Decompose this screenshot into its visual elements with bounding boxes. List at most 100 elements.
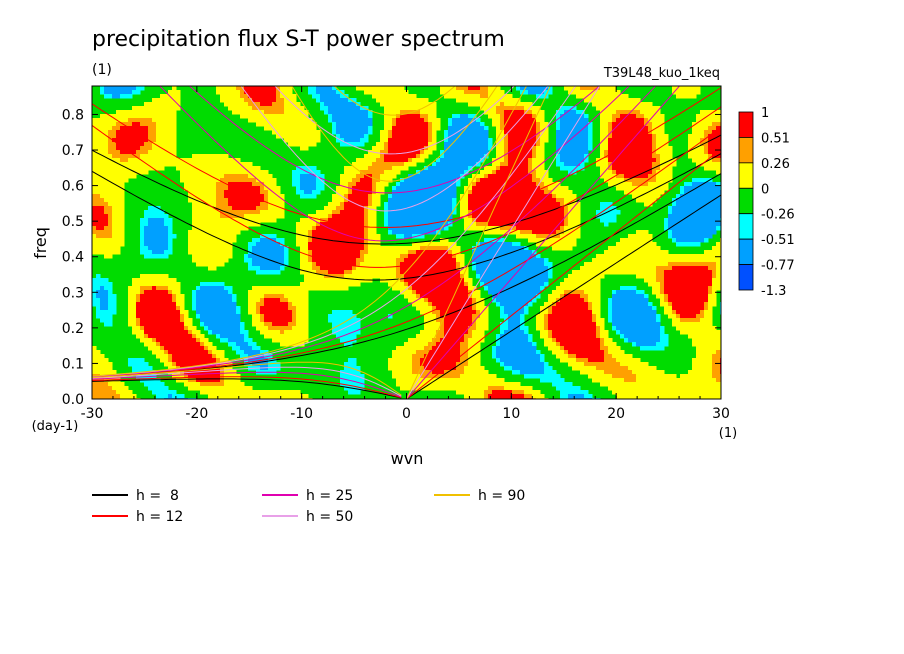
field-cell [484, 110, 497, 115]
field-cell [608, 162, 613, 167]
field-cell [192, 334, 197, 339]
field-cell [616, 326, 661, 331]
field-cell [472, 250, 533, 255]
field-cell [664, 274, 713, 279]
field-cell [556, 138, 589, 143]
field-cell [412, 302, 429, 307]
field-cell [240, 326, 245, 331]
field-cell [556, 118, 561, 123]
field-cell [284, 110, 309, 115]
field-cell [504, 330, 525, 335]
field-cell [652, 134, 657, 139]
field-cell [448, 130, 489, 135]
field-cell [256, 306, 261, 311]
field-cell [196, 294, 233, 299]
field-cell [712, 122, 721, 127]
field-cell [596, 254, 721, 259]
field-cell [104, 322, 113, 327]
field-cell [472, 214, 565, 219]
field-cell [364, 246, 369, 251]
field-cell [488, 138, 493, 143]
field-cell [452, 254, 457, 259]
field-cell [204, 342, 213, 347]
field-cell [588, 134, 593, 139]
field-cell [544, 190, 553, 195]
field-cell [404, 342, 429, 347]
field-cell [712, 274, 717, 279]
field-cell [168, 238, 173, 243]
field-cell [496, 338, 501, 343]
field-cell [328, 314, 357, 319]
field-cell [436, 342, 461, 347]
field-cell [532, 166, 545, 171]
field-cell [192, 258, 229, 263]
field-cell [340, 382, 365, 387]
field-cell [156, 138, 177, 143]
field-cell [344, 206, 365, 211]
field-cell [280, 342, 305, 347]
field-cell [156, 394, 169, 399]
field-cell [348, 198, 369, 203]
field-cell [696, 162, 721, 167]
field-cell [156, 354, 169, 359]
field-cell [416, 154, 421, 159]
field-cell [652, 146, 657, 151]
field-cell [512, 370, 521, 375]
field-cell [184, 314, 189, 319]
field-cell [608, 146, 653, 151]
field-cell [704, 306, 709, 311]
field-cell [424, 150, 433, 155]
field-cell [236, 86, 245, 91]
field-cell [528, 170, 537, 175]
x-tick-label: 20 [607, 406, 625, 422]
field-cell [152, 118, 177, 123]
field-cell [440, 310, 477, 315]
field-cell [440, 238, 449, 243]
field-cell [248, 302, 257, 307]
field-cell [140, 146, 153, 151]
field-cell [336, 90, 345, 95]
field-cell [264, 322, 273, 327]
field-cell [268, 190, 281, 195]
field-cell [628, 366, 657, 371]
field-cell [680, 374, 713, 379]
field-cell [624, 334, 661, 339]
field-cell [188, 242, 233, 247]
field-cell [680, 194, 721, 199]
field-cell [560, 390, 589, 395]
field-cell [264, 334, 309, 339]
field-cell [636, 342, 657, 347]
field-cell [564, 346, 601, 351]
field-cell [676, 94, 697, 99]
field-cell [208, 346, 217, 351]
field-cell [504, 310, 525, 315]
field-cell [708, 138, 721, 143]
field-cell [136, 318, 141, 323]
field-cell [356, 182, 373, 187]
chart-title: precipitation flux S-T power spectrum [92, 27, 505, 52]
field-cell [224, 286, 233, 291]
field-cell [464, 226, 501, 231]
field-cell [176, 306, 181, 311]
field-cell [600, 126, 609, 131]
field-cell [452, 206, 457, 211]
field-cell [668, 294, 709, 299]
field-cell [112, 214, 125, 219]
field-cell [276, 134, 321, 139]
field-cell [440, 322, 445, 327]
field-cell [592, 302, 601, 307]
field-cell [320, 98, 349, 103]
field-cell [452, 202, 457, 207]
field-cell [504, 138, 509, 143]
field-cell [96, 274, 101, 279]
field-cell [668, 226, 717, 231]
field-cell [660, 326, 665, 331]
colorbar-label: -0.26 [761, 208, 795, 223]
field-cell [552, 310, 593, 315]
field-cell [132, 278, 177, 283]
field-cell [428, 114, 437, 119]
field-cell [492, 158, 505, 163]
field-cell [424, 118, 429, 123]
field-cell [228, 106, 253, 111]
field-cell [716, 378, 721, 383]
